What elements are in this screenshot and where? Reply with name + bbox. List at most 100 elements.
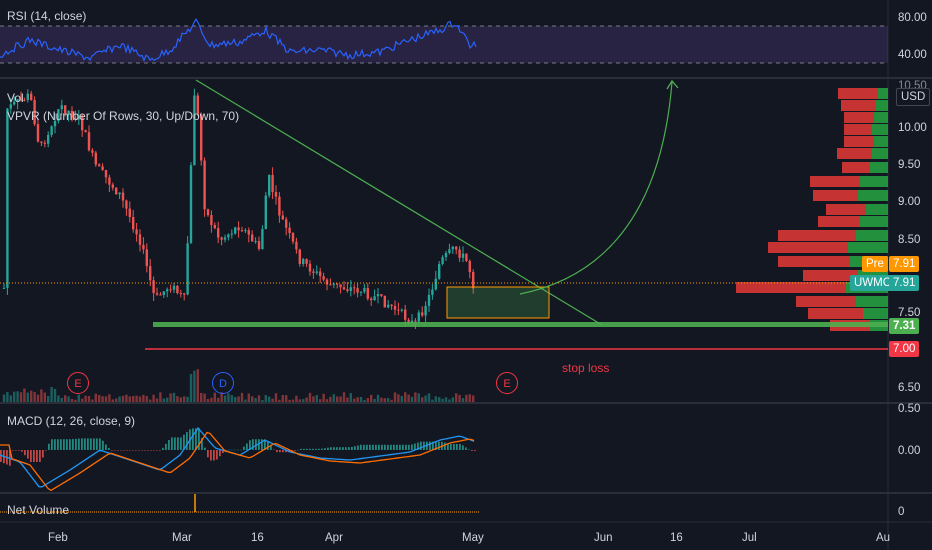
candle (9, 104, 12, 109)
macd-histogram-bar (63, 439, 65, 450)
macd-histogram-bar (156, 450, 158, 451)
volume-bar (111, 399, 114, 402)
volume-bar (407, 394, 410, 402)
price-tick: 6.50 (898, 382, 920, 394)
volume-bar (98, 395, 101, 402)
volume-bar (16, 391, 19, 402)
price-pane[interactable]: stop loss (0, 79, 888, 402)
candle (332, 283, 335, 285)
candle (142, 244, 145, 250)
macd-histogram-bar (312, 448, 314, 450)
macd-histogram-bar (204, 447, 206, 450)
projection-curve[interactable] (519, 81, 673, 295)
volume-bar (206, 398, 210, 402)
candle (101, 166, 104, 170)
rsi-pane[interactable] (0, 18, 888, 64)
candle (356, 288, 359, 293)
earnings-event-icon[interactable]: E (67, 372, 89, 394)
candle (390, 304, 393, 307)
macd-histogram-bar (249, 440, 251, 450)
macd-histogram-bar (72, 439, 74, 450)
net-volume-pane[interactable] (0, 494, 480, 513)
macd-title[interactable]: MACD (12, 26, close, 9) (7, 414, 136, 428)
volume-bar (53, 388, 57, 402)
candle (424, 305, 427, 316)
volume-bar (336, 396, 339, 402)
candle (281, 215, 284, 220)
candle (438, 264, 441, 279)
macd-histogram-bar (258, 439, 260, 450)
volume-bar (142, 394, 145, 402)
volume-bar (376, 394, 380, 402)
candle (373, 296, 376, 301)
volume-bar (342, 392, 346, 402)
macd-histogram-bar (33, 450, 35, 462)
macd-histogram-bar (246, 443, 248, 450)
macd-histogram-bar (42, 450, 44, 458)
currency-label[interactable]: USD (896, 88, 931, 106)
rsi-line (0, 18, 477, 63)
macd-histogram-bar (180, 437, 182, 450)
price-tick: 9.00 (898, 196, 920, 208)
macd-histogram-bar (261, 439, 263, 450)
volume-bar (268, 396, 271, 402)
macd-histogram-bar (201, 438, 203, 450)
macd-histogram-bar (315, 448, 317, 450)
volume-bar (47, 395, 50, 402)
candle (349, 287, 352, 291)
vpvr-down-row (808, 308, 863, 319)
macd-histogram-bar (39, 450, 41, 462)
volume-bar (308, 392, 312, 402)
candle (135, 229, 138, 235)
candle (295, 241, 298, 250)
macd-histogram-bar (339, 447, 341, 450)
support-line[interactable] (153, 322, 888, 327)
volume-bar (240, 392, 244, 402)
volume-bar (427, 393, 431, 402)
earnings-future-event-icon[interactable]: E (496, 372, 518, 394)
candle (288, 227, 291, 234)
vpvr-title[interactable]: VPVR (Number Of Rows, 30, Up/Down, 70) (7, 109, 240, 123)
volume-bar (295, 395, 298, 402)
candle (13, 101, 16, 105)
projection-arrow-icon (666, 79, 679, 90)
macd-pane[interactable] (0, 426, 476, 492)
volume-bar (23, 388, 26, 402)
macd-histogram-bar (297, 449, 299, 451)
volume-bar (359, 396, 363, 402)
volume-bar (390, 399, 393, 402)
macd-histogram-bar (135, 450, 137, 451)
candle (329, 284, 332, 286)
macd-histogram-bar (60, 439, 62, 450)
volume-bar (203, 393, 206, 402)
macd-histogram-bar (345, 447, 347, 450)
volume-bar (77, 394, 80, 402)
volume-bar (451, 397, 454, 402)
net-volume-title[interactable]: Net Volume (7, 503, 70, 517)
entry-zone-box[interactable] (446, 286, 550, 319)
vpvr-up-row (860, 216, 888, 227)
macd-histogram-bar (111, 450, 113, 451)
volume-bar (189, 373, 193, 402)
macd-histogram-bar (90, 438, 92, 450)
vpvr-down-row (818, 216, 860, 227)
candle (353, 287, 356, 289)
volume-bar (166, 397, 169, 402)
rsi-title[interactable]: RSI (14, close) (7, 9, 87, 23)
candle (84, 130, 87, 133)
descending-trendline[interactable] (195, 79, 603, 326)
vpvr-down-row (736, 282, 846, 293)
macd-histogram-bar (321, 448, 323, 450)
candlesticks (2, 88, 475, 330)
volume-title[interactable]: Vol (7, 91, 24, 105)
macd-histogram-bar (195, 428, 197, 450)
candle (162, 291, 165, 295)
candle (23, 99, 26, 101)
dividend-event-icon[interactable]: D (212, 372, 234, 394)
macd-histogram-bar (444, 442, 446, 450)
volume-bar (472, 395, 475, 402)
candle (189, 165, 193, 244)
macd-histogram-bar (438, 441, 440, 450)
time-axis[interactable]: Feb Mar 16 Apr May Jun 16 Jul Au (48, 532, 890, 544)
